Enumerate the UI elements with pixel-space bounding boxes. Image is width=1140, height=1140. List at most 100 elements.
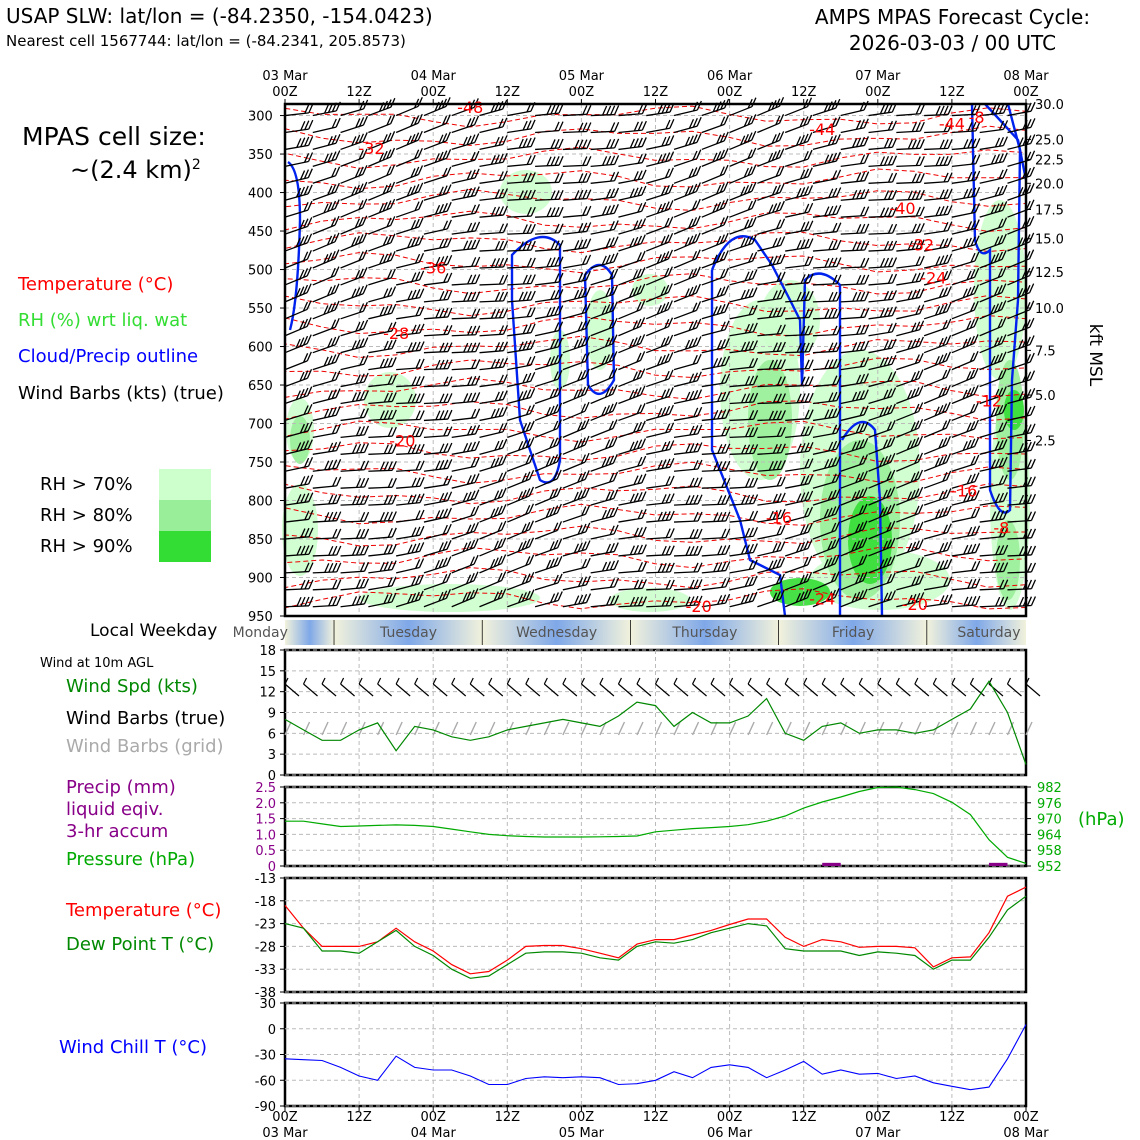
wind-barb-flag <box>697 528 703 539</box>
wind-barb-flag <box>914 403 920 414</box>
wind-barb-flag <box>323 153 329 164</box>
wind-barb <box>479 438 508 455</box>
wind-barb-flag <box>582 139 588 149</box>
kft-tick-label: 22.5 <box>1035 153 1064 168</box>
wind-barb <box>757 476 786 489</box>
wind-barb-flag <box>716 235 722 246</box>
wind-barb-flag <box>330 217 336 227</box>
wind-barb-flag <box>439 393 445 404</box>
wind-barb-shaft <box>562 147 587 151</box>
wind-barb-flag <box>919 239 925 249</box>
wind-barb <box>368 268 396 286</box>
wind-barb-shaft <box>396 332 421 337</box>
wind-barb-flag <box>808 325 814 335</box>
wind-barb-shaft <box>757 533 782 540</box>
wind-barb <box>729 392 759 405</box>
wind-barb-shaft <box>868 495 891 506</box>
wind-barb-flag <box>502 390 508 400</box>
wind-barb-flag <box>748 461 755 471</box>
wind-barb <box>618 185 647 201</box>
wind-barb <box>340 594 370 608</box>
wind-barb <box>423 184 452 201</box>
wind-barb-flag <box>308 510 314 520</box>
wind-barb-flag <box>1002 474 1008 484</box>
wind-barb <box>673 283 701 303</box>
wind-barb-flag <box>577 524 583 535</box>
wind-barb-flag <box>974 186 981 197</box>
wind-barb-flag <box>684 288 690 298</box>
wind-barb-shaft <box>507 282 532 286</box>
wind-barb-flag <box>525 438 531 448</box>
wind-chill-line <box>284 1024 1027 1091</box>
wind-barb-flag <box>776 272 782 282</box>
wind-barb-flag <box>1026 151 1032 162</box>
wind-barb-flag <box>1029 300 1035 311</box>
wind-barb-flag <box>752 392 759 403</box>
wind-barb-flag <box>521 523 527 534</box>
wind-barb-flag <box>331 406 337 417</box>
wind-barb-flag <box>419 477 425 487</box>
wind-barb <box>868 322 897 337</box>
wind-barb-flag <box>359 355 365 366</box>
wind-barb <box>979 403 1008 422</box>
wind-barb-flag <box>656 254 662 264</box>
wind-barb <box>785 442 814 455</box>
wind-barb-shaft <box>840 109 865 117</box>
wind-barb-flag <box>528 520 535 530</box>
wind-barb-shaft <box>896 231 921 235</box>
wind-barb-flag <box>766 677 771 685</box>
wind-barb-shaft <box>868 314 893 320</box>
wind-barb-shaft <box>701 399 726 405</box>
wind-barb-flag <box>998 510 1005 520</box>
wind-barb-shaft <box>395 583 420 591</box>
wind-barb-grid <box>914 721 922 736</box>
top-date-label: 07 Mar <box>855 69 901 84</box>
wind-barb <box>785 325 814 337</box>
wind-barb-shaft <box>923 393 947 405</box>
wind-barb <box>590 489 619 506</box>
wind-barb-shaft <box>784 580 808 591</box>
wind-panel-header: Wind at 10m AGL <box>40 656 154 671</box>
wind-barb-flag <box>612 285 619 295</box>
wind-barb-flag <box>382 150 388 161</box>
wind-barb-flag <box>438 134 444 145</box>
wind-barb <box>590 285 619 303</box>
wind-barb-grid <box>284 721 292 736</box>
wind-barb-flag <box>864 340 870 351</box>
wind-barb-flag <box>584 368 590 379</box>
wind-barb-flag <box>321 677 326 685</box>
wind-barb-flag <box>915 173 921 183</box>
wind-barb-flag <box>554 256 560 267</box>
wind-barb-flag <box>335 150 341 160</box>
wind-barb-shaft <box>618 683 633 697</box>
wind-barb <box>1007 232 1035 252</box>
wind-barb-shaft <box>951 551 976 557</box>
wind-barb-flag <box>441 115 448 126</box>
wind-barb-shaft <box>340 486 365 489</box>
wind-barb-flag <box>530 119 536 130</box>
wind-barb-shaft <box>757 350 782 354</box>
wind-barb-shaft <box>507 478 530 489</box>
wind-barb-shaft <box>785 211 809 218</box>
wind-barb <box>868 403 896 422</box>
chart-subtitle-left: Nearest cell 1567744: lat/lon = (-84.234… <box>6 32 406 50</box>
wind-barb-flag <box>605 254 611 265</box>
wind-barb-flag <box>1028 266 1035 276</box>
wind-barb-shaft <box>812 317 837 320</box>
wind-barb-flag <box>407 544 413 554</box>
wind-barb-flag <box>474 505 480 516</box>
wind-barb <box>979 317 1007 337</box>
wind-barb-flag <box>890 537 896 548</box>
wind-barb-flag <box>747 98 753 109</box>
y-tick-label: -90 <box>255 1100 276 1115</box>
wind-barb-flag <box>304 510 310 521</box>
wind-barb-flag <box>609 269 615 280</box>
wind-barb-flag <box>969 352 975 363</box>
wind-barb <box>340 165 368 184</box>
wind-barb-flag <box>945 436 951 446</box>
wind-barb-grid <box>803 721 811 736</box>
wind-barb-flag <box>691 234 698 244</box>
wind-barb-flag <box>445 589 451 599</box>
wind-barb <box>284 283 312 303</box>
wind-barb-shaft <box>340 241 363 252</box>
